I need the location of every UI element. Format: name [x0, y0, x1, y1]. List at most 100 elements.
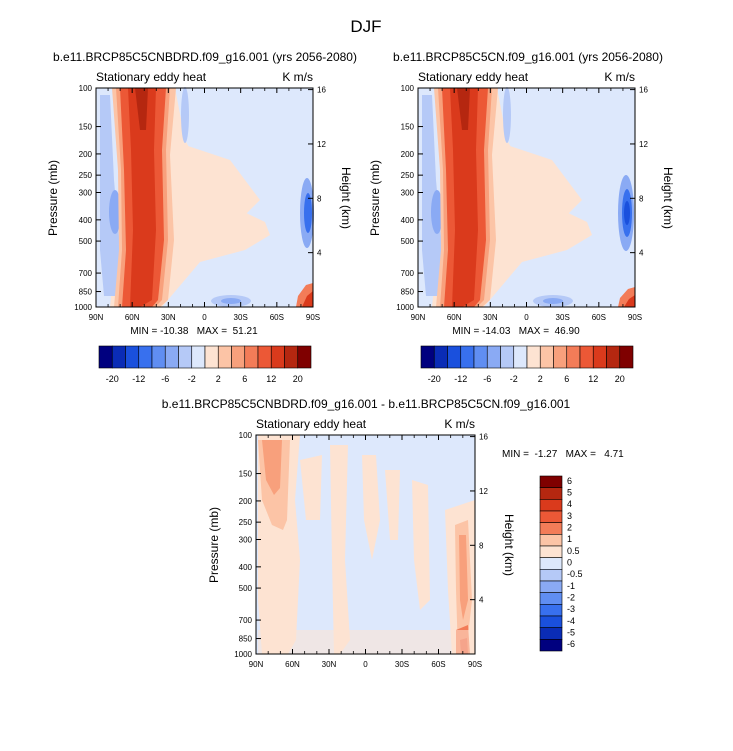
x-tick-label: 60N: [447, 313, 462, 322]
colorbar-swatch: [539, 569, 563, 582]
colorbar-swatch: [151, 345, 166, 369]
min-max-stats: MIN = -10.38 MAX = 51.21: [130, 326, 258, 337]
colorbar-label: 3: [567, 511, 572, 521]
colorbar-swatch: [231, 345, 246, 369]
x-tick-label: 90S: [306, 313, 320, 322]
x-tick-label: 30N: [483, 313, 498, 322]
colorbar-swatch: [579, 345, 594, 369]
y-tick-label: 300: [239, 535, 253, 544]
colorbar-label: 0: [567, 558, 572, 568]
y2-tick-label: 8: [639, 194, 644, 203]
x-tick-label: 60S: [431, 660, 445, 669]
y2-tick-label: 4: [317, 249, 322, 258]
y-tick-label: 1000: [74, 303, 92, 312]
colorbar-label: -12: [132, 374, 145, 384]
colorbar-swatch: [98, 345, 113, 369]
colorbar-swatch: [539, 615, 563, 628]
colorbar-swatch: [619, 345, 634, 369]
colorbar: -20 -12 -6 -2 2 6 12 20: [420, 345, 634, 384]
colorbar-swatch: [539, 475, 563, 488]
y2-tick-label: 16: [639, 86, 648, 95]
colorbar-label: -6: [567, 639, 575, 649]
colorbar-label: 6: [564, 374, 569, 384]
panel-title: b.e11.BRCP85C5CNBDRD.f09_g16.001 - b.e11…: [162, 397, 571, 411]
x-tick-label: 90N: [249, 660, 264, 669]
y-tick-label: 150: [239, 470, 253, 479]
colorbar-swatch: [539, 604, 563, 617]
x-tick-label: 30N: [161, 313, 176, 322]
colorbar-label: -20: [428, 374, 441, 384]
y-tick-label: 200: [401, 150, 415, 159]
panel-right-label: K m/s: [604, 70, 635, 84]
y-tick-label: 300: [401, 188, 415, 197]
colorbar-swatch: [297, 345, 312, 369]
colorbar-swatch: [539, 522, 563, 535]
y-tick-label: 1000: [234, 650, 252, 659]
min-max-stats: MIN = -1.27 MAX = 4.71: [502, 449, 624, 460]
y2-tick-label: 4: [639, 249, 644, 258]
colorbar-swatch: [539, 499, 563, 512]
x-tick-label: 30S: [556, 313, 570, 322]
y-tick-label: 400: [401, 216, 415, 225]
x-tick-label: 30S: [395, 660, 409, 669]
y2-tick-label: 16: [317, 86, 326, 95]
panel-left-label: Stationary eddy heat: [256, 417, 367, 431]
contour-field: [256, 435, 475, 654]
panel-left-label: Stationary eddy heat: [96, 70, 207, 84]
y2-tick-label: 4: [479, 596, 484, 605]
min-max-stats: MIN = -14.03 MAX = 46.90: [452, 326, 580, 337]
colorbar-swatch: [539, 345, 554, 369]
colorbar-swatch: [138, 345, 153, 369]
y2-axis-label: Height (km): [339, 167, 353, 229]
colorbar-swatch: [513, 345, 528, 369]
y-tick-label: 500: [401, 237, 415, 246]
figure-title: DJF: [350, 17, 381, 36]
x-tick-label: 60N: [125, 313, 140, 322]
y-tick-label: 700: [79, 269, 93, 278]
panel-title: b.e11.BRCP85C5CN.f09_g16.001 (yrs 2056-2…: [393, 50, 663, 64]
y-tick-label: 850: [239, 635, 253, 644]
colorbar-label: 2: [538, 374, 543, 384]
colorbar-swatch: [164, 345, 179, 369]
colorbar-label: -0.5: [567, 569, 583, 579]
colorbar-label: 5: [567, 488, 572, 498]
colorbar-swatch: [566, 345, 581, 369]
colorbar-swatch: [111, 345, 126, 369]
colorbar-swatch: [217, 345, 232, 369]
colorbar-label: 20: [293, 374, 303, 384]
colorbar-label: 12: [266, 374, 276, 384]
y2-tick-label: 12: [479, 487, 488, 496]
colorbar-swatch: [606, 345, 621, 369]
x-tick-label: 0: [363, 660, 368, 669]
colorbar-swatch: [539, 534, 563, 547]
x-tick-label: 90N: [411, 313, 426, 322]
panel-difference: b.e11.BRCP85C5CNBDRD.f09_g16.001 - b.e11…: [162, 397, 624, 669]
y-tick-label: 500: [79, 237, 93, 246]
colorbar-label: -6: [483, 374, 491, 384]
colorbar-swatch: [204, 345, 219, 369]
panel-left-label: Stationary eddy heat: [418, 70, 529, 84]
colorbar-swatch: [178, 345, 193, 369]
colorbar-label: -2: [510, 374, 518, 384]
y-tick-label: 150: [401, 123, 415, 132]
y2-tick-label: 8: [317, 194, 322, 203]
y2-tick-label: 8: [479, 541, 484, 550]
colorbar-swatch: [125, 345, 140, 369]
y-axis-label: Pressure (mb): [46, 160, 60, 236]
y-tick-label: 150: [79, 123, 93, 132]
colorbar-label: -5: [567, 628, 575, 638]
x-tick-label: 30N: [322, 660, 337, 669]
y-tick-label: 200: [79, 150, 93, 159]
colorbar-label: -12: [454, 374, 467, 384]
y-tick-label: 850: [79, 288, 93, 297]
colorbar-label: 20: [615, 374, 625, 384]
colorbar: -20 -12 -6 -2 2 6 12 20: [98, 345, 312, 384]
panel-title: b.e11.BRCP85C5CNBDRD.f09_g16.001 (yrs 20…: [53, 50, 357, 64]
colorbar-swatch: [539, 510, 563, 523]
colorbar-swatch: [433, 345, 448, 369]
colorbar-swatch: [553, 345, 568, 369]
y-tick-label: 200: [239, 497, 253, 506]
x-tick-label: 60S: [270, 313, 284, 322]
